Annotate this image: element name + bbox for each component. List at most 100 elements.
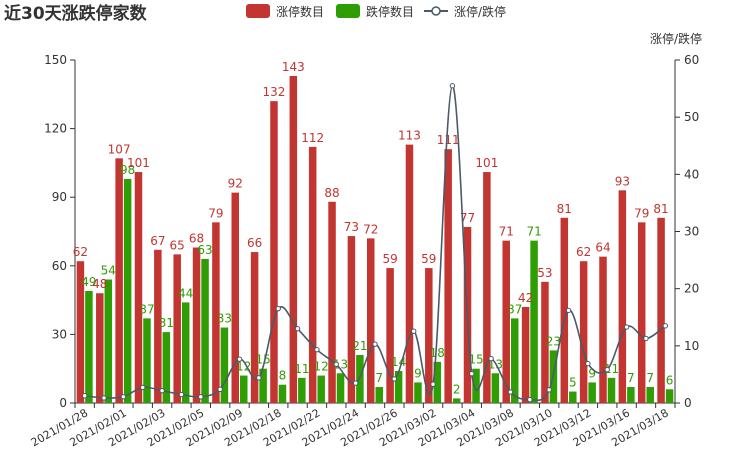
label-limit-down: 7	[646, 371, 654, 385]
bar-limit-down	[569, 391, 577, 403]
bar-limit-up	[618, 190, 627, 403]
label-limit-up: 107	[108, 142, 131, 156]
ratio-point	[469, 370, 475, 377]
bar-limit-down	[588, 382, 596, 403]
ratio-point	[662, 323, 669, 329]
label-limit-down: 5	[569, 376, 577, 390]
ratio-point	[604, 367, 610, 373]
ratio-point	[275, 305, 281, 312]
y-right-tick-label: 40	[684, 167, 699, 181]
bar-limit-up	[154, 249, 162, 403]
label-limit-down: 7	[627, 371, 635, 385]
y-right-tick-label: 10	[684, 339, 699, 353]
label-limit-up: 81	[653, 202, 668, 216]
bar-limit-up	[541, 281, 549, 403]
label-limit-up: 66	[247, 236, 262, 250]
legend-item-ratio[interactable]: 涨停/跌停	[424, 4, 506, 19]
y-left-tick-label: 60	[52, 259, 67, 273]
label-limit-up: 81	[557, 202, 572, 216]
bar-limit-down	[85, 290, 93, 403]
bar-limit-down	[240, 375, 248, 403]
bar-limit-down	[414, 382, 422, 403]
ratio-point	[256, 375, 262, 381]
plot-area: 030609012015001020304050602021/01/282021…	[29, 53, 700, 449]
ratio-point	[623, 324, 630, 330]
bar-limit-up	[502, 240, 510, 403]
ratio-point	[449, 83, 456, 89]
bar-limit-up	[367, 238, 375, 403]
label-limit-up: 59	[421, 252, 436, 266]
ratio-point	[507, 389, 514, 395]
bar-limit-down	[472, 368, 480, 403]
ratio-point	[352, 380, 359, 386]
label-limit-up: 92	[228, 177, 243, 191]
legend-item-limit-up[interactable]: 涨停数目	[246, 4, 324, 19]
bar-limit-down	[375, 386, 383, 403]
label-limit-down: 2	[453, 382, 461, 396]
bar-limit-up	[173, 254, 181, 403]
bar-limit-up	[96, 293, 104, 403]
bar-limit-down	[104, 279, 113, 403]
label-limit-up: 72	[363, 222, 378, 236]
label-limit-up: 62	[73, 245, 88, 259]
bar-limit-down	[181, 302, 190, 403]
bar-limit-up	[521, 306, 530, 403]
label-limit-down: 44	[178, 286, 193, 300]
y-left-tick-label: 0	[59, 396, 67, 410]
label-limit-down: 8	[279, 369, 287, 383]
ratio-point	[372, 341, 378, 347]
label-limit-down: 15	[255, 353, 270, 367]
ratio-point	[120, 394, 127, 400]
y-right-axis-label: 涨停/跌停	[650, 31, 702, 46]
bar-limit-up	[212, 222, 220, 403]
label-limit-up: 88	[324, 186, 339, 200]
bar-limit-down	[298, 377, 306, 403]
bar-limit-up	[328, 201, 336, 403]
bar-limit-down	[665, 389, 674, 403]
label-limit-up: 71	[499, 225, 514, 239]
bar-limit-up	[560, 217, 569, 403]
y-left-tick-label: 90	[52, 190, 67, 204]
bar-limit-down	[123, 178, 132, 403]
bar-limit-down	[143, 318, 151, 403]
label-limit-up: 64	[595, 241, 610, 255]
label-limit-up: 53	[537, 266, 552, 280]
legend[interactable]: 涨停数目 跌停数目 涨停/跌停	[246, 4, 506, 19]
label-limit-down: 12	[236, 360, 251, 374]
ratio-point	[81, 393, 88, 399]
legend-swatch-limit-up	[246, 4, 270, 18]
label-limit-down: 98	[120, 163, 135, 177]
label-limit-down: 11	[294, 362, 309, 376]
bar-limit-up	[483, 172, 491, 403]
bar-limit-up	[192, 247, 201, 403]
bar-limit-down	[336, 373, 345, 403]
chart-title: 近30天涨跌停家数	[4, 3, 148, 24]
legend-label-limit-up: 涨停数目	[276, 4, 324, 19]
label-limit-up: 68	[189, 232, 204, 246]
bar-limit-up	[289, 76, 298, 404]
label-limit-down: 9	[414, 366, 422, 380]
label-limit-down: 23	[546, 334, 561, 348]
legend-label-limit-down: 跌停数目	[366, 4, 414, 19]
label-limit-up: 132	[263, 85, 286, 99]
ratio-point	[140, 384, 146, 391]
label-limit-up: 101	[127, 156, 150, 170]
label-limit-up: 67	[150, 234, 165, 248]
label-limit-up: 62	[576, 245, 591, 259]
label-limit-up: 143	[282, 60, 305, 74]
ratio-point	[101, 395, 107, 401]
ratio-point	[217, 386, 223, 393]
label-limit-down: 33	[217, 312, 232, 326]
ratio-point	[430, 381, 436, 387]
bar-limit-down	[394, 370, 403, 403]
label-limit-down: 37	[507, 302, 522, 316]
legend-item-limit-down[interactable]: 跌停数目	[336, 4, 414, 19]
ratio-point	[333, 361, 339, 367]
bar-limit-up	[444, 149, 452, 403]
ratio-point	[159, 387, 165, 394]
label-limit-down: 21	[352, 339, 367, 353]
label-limit-down: 9	[588, 366, 596, 380]
label-limit-up: 113	[398, 129, 421, 143]
label-limit-down: 49	[81, 275, 96, 289]
